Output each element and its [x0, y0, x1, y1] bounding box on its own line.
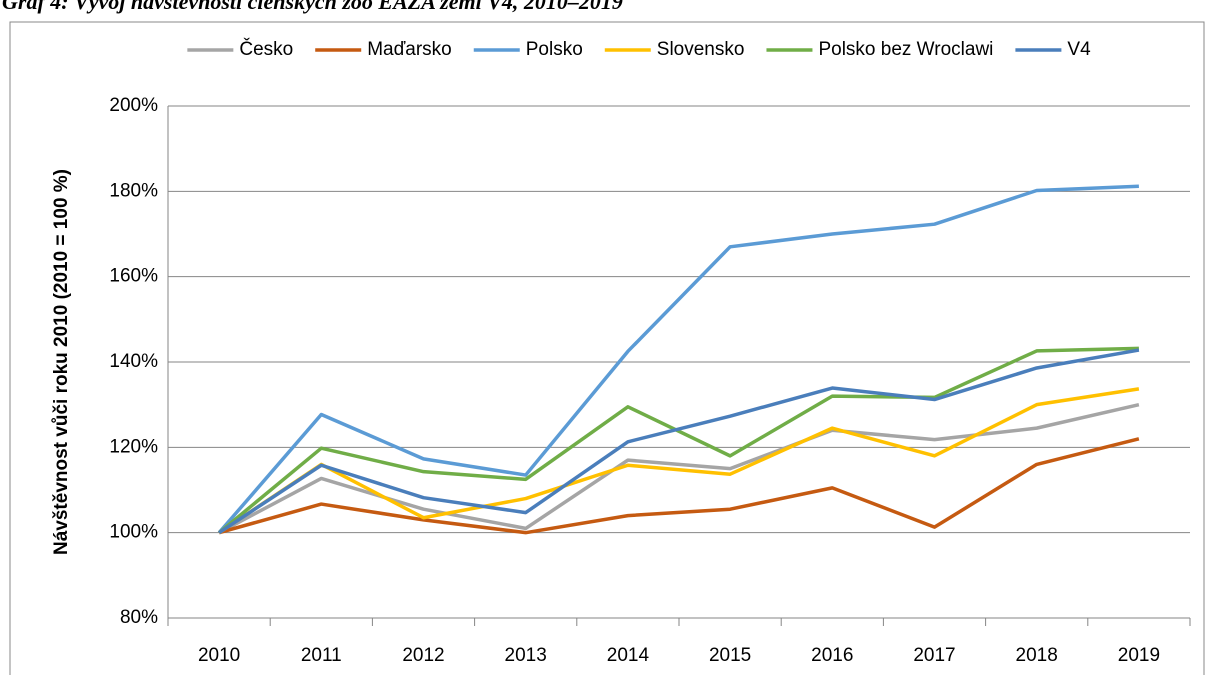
y-tick-label: 180% [109, 180, 158, 201]
y-tick-label: 80% [120, 607, 158, 628]
legend-label: Polsko [526, 39, 583, 60]
x-tick-label: 2011 [301, 645, 342, 666]
y-tick-label: 200% [109, 95, 158, 116]
legend-label: Maďarsko [367, 39, 452, 60]
y-tick-label: 160% [109, 266, 158, 287]
legend-label: Česko [239, 38, 293, 60]
series-line [218, 348, 1140, 535]
chart-title: Graf 4: Vývoj návštěvnosti členských zoo… [2, 0, 623, 14]
legend-label: Slovensko [657, 39, 745, 60]
legend-label: V4 [1067, 39, 1091, 60]
y-tick-label: 140% [109, 351, 158, 372]
x-tick-label: 2014 [607, 645, 650, 666]
series-line [217, 184, 1139, 534]
chart-frame [9, 21, 1205, 675]
series-line [218, 387, 1140, 535]
x-tick-label: 2016 [811, 645, 853, 666]
x-tick-label: 2018 [1016, 645, 1058, 666]
y-tick-label: 120% [109, 436, 158, 457]
x-tick-label: 2017 [913, 645, 955, 666]
x-tick-label: 2015 [709, 645, 751, 666]
x-tick-label: 2012 [402, 645, 444, 666]
x-tick-label: 2010 [198, 645, 240, 666]
series-line [218, 437, 1140, 535]
y-tick-label: 100% [109, 522, 158, 543]
x-tick-label: 2019 [1118, 645, 1160, 666]
series-line [217, 346, 1139, 535]
legend-label: Polsko bez Wroclawi [818, 39, 993, 60]
series-line [218, 402, 1140, 535]
x-tick-label: 2013 [505, 645, 547, 666]
y-axis-label: Návštěvnost vůči roku 2010 (2010 = 100 %… [51, 169, 72, 555]
